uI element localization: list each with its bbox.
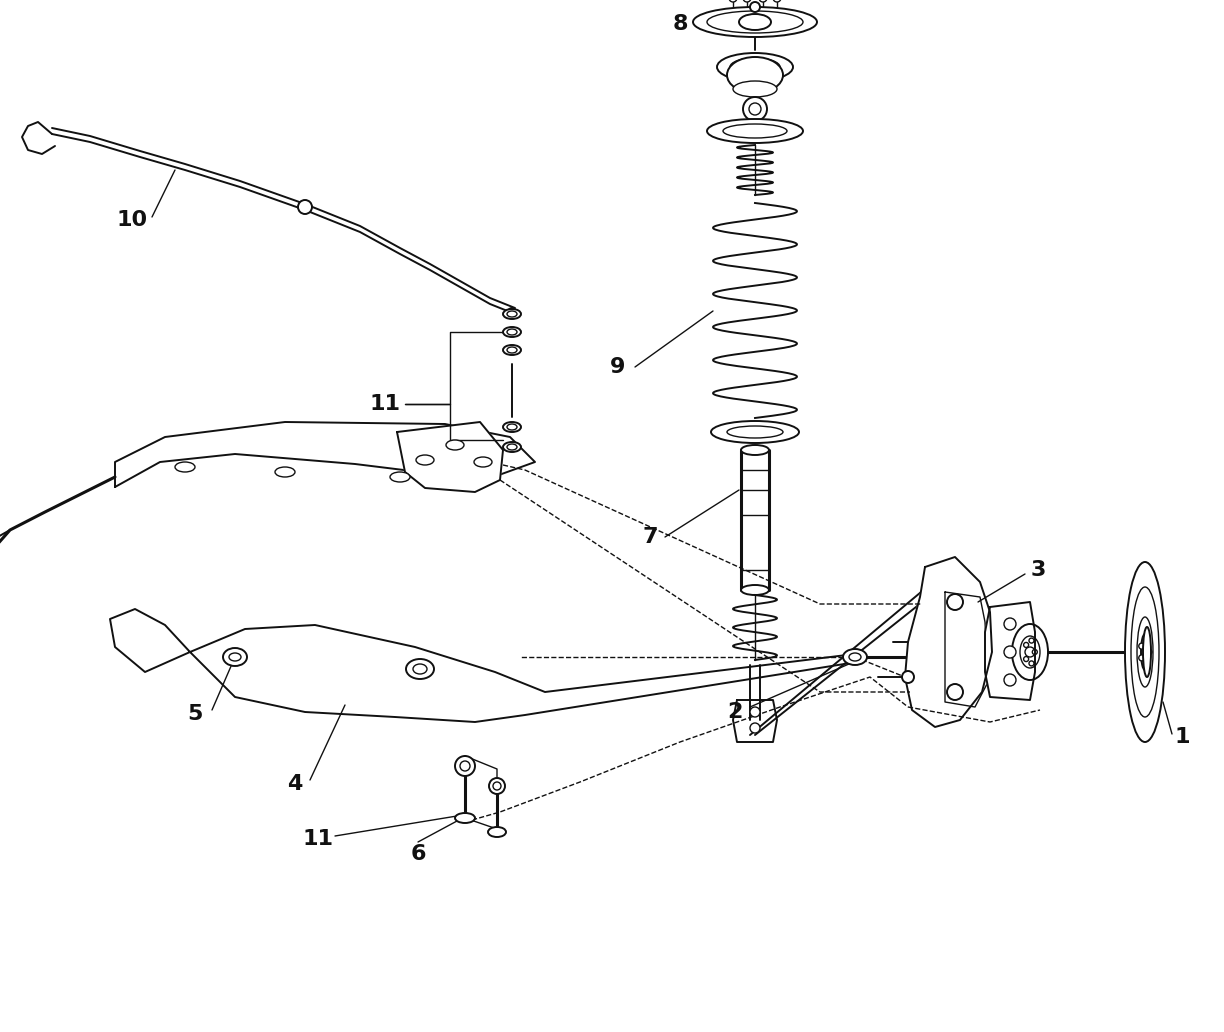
Polygon shape — [115, 422, 535, 487]
Ellipse shape — [1141, 634, 1149, 670]
Text: 5: 5 — [187, 704, 203, 724]
Text: 6: 6 — [410, 844, 426, 864]
Text: 1: 1 — [1174, 727, 1190, 747]
Ellipse shape — [455, 813, 475, 823]
Circle shape — [490, 778, 506, 794]
Text: 8: 8 — [672, 14, 688, 34]
Circle shape — [902, 671, 914, 683]
Polygon shape — [190, 625, 863, 722]
Ellipse shape — [416, 455, 435, 465]
Circle shape — [1029, 638, 1034, 643]
Circle shape — [1138, 655, 1144, 660]
Circle shape — [774, 0, 781, 2]
Ellipse shape — [503, 309, 521, 319]
Text: 2: 2 — [727, 702, 743, 722]
Circle shape — [1138, 643, 1144, 649]
Circle shape — [947, 594, 963, 610]
Ellipse shape — [503, 345, 521, 355]
Ellipse shape — [275, 467, 295, 477]
Text: 7: 7 — [643, 527, 657, 547]
Ellipse shape — [503, 422, 521, 432]
Ellipse shape — [1012, 624, 1048, 680]
Circle shape — [730, 0, 737, 2]
Circle shape — [947, 684, 963, 700]
Circle shape — [750, 707, 760, 717]
Circle shape — [750, 723, 760, 733]
Polygon shape — [985, 602, 1036, 700]
Ellipse shape — [707, 119, 803, 143]
Text: 11: 11 — [370, 394, 400, 414]
Circle shape — [1004, 646, 1016, 658]
Circle shape — [1004, 618, 1016, 630]
Text: 4: 4 — [288, 774, 302, 794]
Text: 3: 3 — [1031, 560, 1045, 580]
Polygon shape — [397, 422, 503, 492]
Circle shape — [1023, 656, 1028, 662]
Ellipse shape — [711, 421, 799, 443]
Ellipse shape — [693, 7, 816, 37]
Text: 11: 11 — [302, 829, 333, 849]
Ellipse shape — [1143, 627, 1151, 677]
Polygon shape — [733, 700, 777, 742]
Circle shape — [1004, 674, 1016, 686]
Circle shape — [1032, 649, 1037, 654]
Ellipse shape — [1125, 562, 1165, 742]
Text: 9: 9 — [611, 357, 625, 377]
Circle shape — [1146, 649, 1152, 655]
Ellipse shape — [488, 827, 506, 837]
Ellipse shape — [741, 445, 769, 455]
Ellipse shape — [175, 462, 195, 472]
Circle shape — [759, 0, 767, 2]
Ellipse shape — [707, 11, 803, 33]
Ellipse shape — [223, 648, 247, 666]
Ellipse shape — [739, 14, 771, 30]
Ellipse shape — [406, 659, 435, 679]
Circle shape — [1143, 658, 1149, 665]
Polygon shape — [905, 557, 991, 727]
Circle shape — [508, 308, 517, 316]
Circle shape — [750, 2, 760, 12]
Circle shape — [743, 0, 752, 2]
Ellipse shape — [446, 440, 464, 450]
Circle shape — [297, 200, 312, 214]
Ellipse shape — [503, 442, 521, 452]
Circle shape — [1023, 643, 1028, 647]
Polygon shape — [945, 592, 988, 707]
Ellipse shape — [390, 472, 410, 482]
Circle shape — [1024, 647, 1036, 657]
Ellipse shape — [503, 327, 521, 337]
Ellipse shape — [843, 649, 867, 665]
Circle shape — [1143, 640, 1149, 645]
Ellipse shape — [717, 53, 793, 80]
Polygon shape — [110, 609, 190, 672]
Circle shape — [1029, 660, 1034, 666]
Ellipse shape — [741, 585, 769, 595]
Ellipse shape — [733, 80, 777, 97]
Ellipse shape — [727, 57, 783, 93]
Circle shape — [455, 756, 475, 776]
Text: 10: 10 — [116, 209, 148, 230]
Ellipse shape — [474, 457, 492, 467]
Circle shape — [743, 97, 767, 121]
